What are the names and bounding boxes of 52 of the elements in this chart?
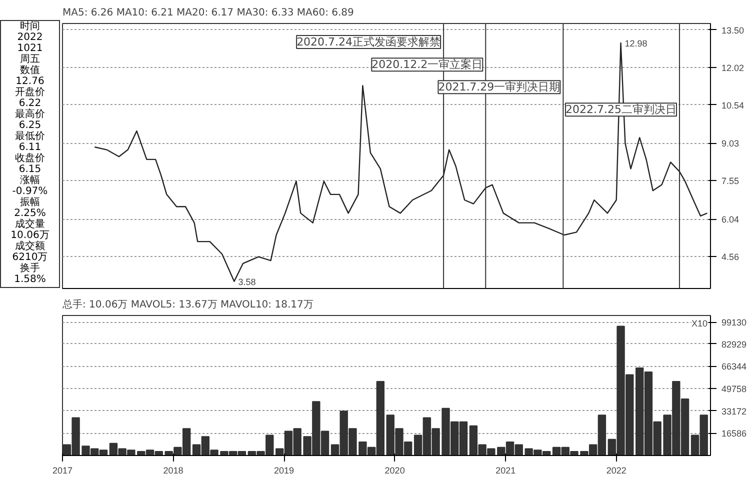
text: 最高价 xyxy=(14,109,46,120)
text: 最低价 xyxy=(14,131,46,142)
y-tick-label: 16586 xyxy=(722,428,747,439)
y-tick-label: 49758 xyxy=(722,384,747,394)
y-tick-label: 7.55 xyxy=(722,176,740,186)
y-tick-label: 13.50 xyxy=(722,25,744,36)
y-tick-label: 66344 xyxy=(722,362,747,372)
text: 6.22 xyxy=(18,98,42,109)
y-tick-label: 12.02 xyxy=(722,62,744,73)
text: 6210万 xyxy=(11,252,49,263)
text: 2.25% xyxy=(13,208,47,219)
x-tick-label: 2021 xyxy=(496,466,516,476)
text: 涨幅 xyxy=(18,175,41,186)
x-tick-label: 2018 xyxy=(163,466,184,476)
text: 12.76 xyxy=(14,76,46,87)
y-tick-label: 33172 xyxy=(722,406,747,416)
text: 周五 xyxy=(18,54,41,65)
text: 振幅 xyxy=(18,197,41,208)
text: 1021 xyxy=(16,43,44,54)
x-tick-label: 2020 xyxy=(384,466,405,476)
text: 6.11 xyxy=(18,142,42,153)
text: 换手 xyxy=(18,263,41,274)
y-tick-label: 10.54 xyxy=(722,100,744,110)
text: 收盘价 xyxy=(14,153,46,164)
text: 6.25 xyxy=(18,120,42,131)
y-tick-label: 9.03 xyxy=(722,138,740,149)
ref-line-label: 2021.7.29一审判决日期 xyxy=(438,80,560,94)
y-tick-label: 82929 xyxy=(722,339,747,350)
ref-line-label: 2020.12.2一审立案日 xyxy=(372,58,483,72)
annotation: 3.58 xyxy=(238,276,256,287)
text: 开盘价 xyxy=(14,87,46,98)
y-tick-label: 99130 xyxy=(722,318,747,328)
text: 成交量 xyxy=(14,219,46,230)
ref-line-label: 2022.7.25二审判决日 xyxy=(566,103,676,116)
text: 总手: 10.06万 MAVOL5: 13.67万 MAVOL10: 18.17万 xyxy=(62,298,314,310)
text: 6.15 xyxy=(18,164,42,175)
annotation: X10 xyxy=(691,318,708,328)
annotation: 12.98 xyxy=(624,38,648,49)
text: 时间 xyxy=(18,21,41,32)
text: 2022 xyxy=(16,32,44,43)
x-tick-label: 2019 xyxy=(274,466,294,476)
ref-line-label: 2020.7.24正式发函要求解禁 xyxy=(296,36,441,49)
x-tick-label: 2022 xyxy=(606,466,626,476)
y-tick-label: 4.56 xyxy=(722,252,740,262)
text: -0.97% xyxy=(11,186,49,197)
text: 1.58% xyxy=(13,274,47,285)
text: MA5: 6.26 MA10: 6.21 MA20: 6.17 MA30: 6.33 MA60: 6.89 xyxy=(62,8,354,18)
text: 数值 xyxy=(18,65,41,76)
x-tick-label: 2017 xyxy=(52,466,73,476)
y-tick-label: 6.04 xyxy=(722,214,740,225)
text: 10.06万 xyxy=(10,230,50,241)
text: 成交额 xyxy=(14,241,46,252)
